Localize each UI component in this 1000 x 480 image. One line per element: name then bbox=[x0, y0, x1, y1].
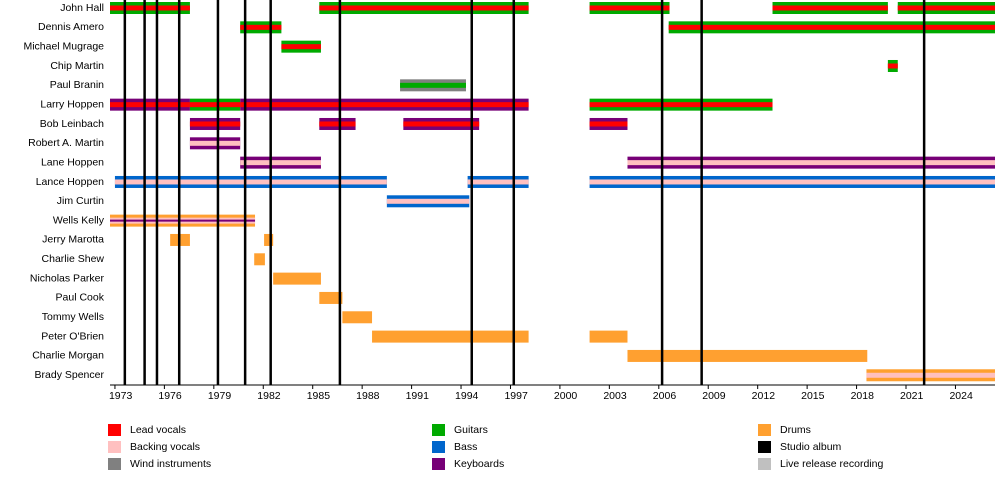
row-label: Paul Branin bbox=[50, 79, 104, 91]
legend-swatch bbox=[432, 424, 445, 436]
membership-bar bbox=[240, 160, 321, 166]
legend-label: Drums bbox=[780, 424, 811, 436]
row-label: Paul Cook bbox=[56, 292, 105, 304]
membership-bar bbox=[372, 330, 529, 343]
x-tick-label: 1997 bbox=[504, 390, 528, 402]
membership-bar bbox=[110, 5, 190, 11]
x-tick-label: 2018 bbox=[851, 390, 875, 402]
row-label: Charlie Shew bbox=[42, 253, 105, 265]
legend-label: Bass bbox=[454, 441, 477, 453]
membership-bar bbox=[627, 160, 995, 166]
x-tick-label: 1994 bbox=[455, 390, 479, 402]
legend-label: Studio album bbox=[780, 441, 842, 453]
x-tick-label: 1976 bbox=[158, 390, 182, 402]
x-tick-label: 2006 bbox=[653, 390, 677, 402]
row-label: Lane Hoppen bbox=[41, 156, 104, 168]
membership-bar bbox=[264, 233, 274, 246]
membership-bar bbox=[110, 219, 256, 222]
x-tick-label: 2024 bbox=[949, 390, 973, 402]
membership-bar bbox=[254, 253, 265, 266]
row-label: Nicholas Parker bbox=[30, 272, 105, 284]
membership-bar bbox=[887, 63, 898, 69]
x-tick-label: 2021 bbox=[900, 390, 924, 402]
legend-swatch bbox=[108, 458, 121, 470]
membership-bar bbox=[240, 102, 529, 108]
legend-swatch bbox=[758, 458, 771, 470]
membership-bar bbox=[589, 330, 628, 343]
legend-label: Live release recording bbox=[780, 458, 883, 470]
row-label: Peter O'Brien bbox=[41, 330, 104, 342]
membership-bar bbox=[319, 5, 529, 11]
row-label: Brady Spencer bbox=[35, 369, 105, 381]
row-label: Tommy Wells bbox=[42, 311, 104, 323]
x-tick-label: 1982 bbox=[257, 390, 281, 402]
membership-bar bbox=[467, 179, 529, 185]
legend-swatch bbox=[758, 424, 771, 436]
membership-bar bbox=[319, 121, 356, 127]
membership-bar bbox=[110, 102, 190, 108]
row-label: Lance Hoppen bbox=[36, 176, 104, 188]
x-tick-label: 2003 bbox=[603, 390, 627, 402]
membership-bar bbox=[772, 5, 888, 11]
legend-label: Backing vocals bbox=[130, 441, 200, 453]
membership-bar bbox=[319, 291, 343, 304]
row-label: Larry Hoppen bbox=[40, 98, 104, 110]
membership-bar bbox=[866, 372, 995, 378]
row-label: Jim Curtin bbox=[57, 195, 104, 207]
legend-swatch bbox=[432, 458, 445, 470]
membership-bar bbox=[627, 349, 868, 362]
x-tick-label: 1991 bbox=[406, 390, 430, 402]
x-tick-label: 2000 bbox=[554, 390, 578, 402]
x-tick-label: 1988 bbox=[356, 390, 380, 402]
membership-bar bbox=[342, 311, 373, 324]
membership-bar bbox=[189, 102, 241, 108]
row-label: Wells Kelly bbox=[53, 214, 105, 226]
membership-bar bbox=[589, 121, 628, 127]
x-tick-label: 2015 bbox=[801, 390, 825, 402]
x-tick-label: 1973 bbox=[109, 390, 133, 402]
row-label: Dennis Amero bbox=[38, 21, 104, 33]
row-label: Michael Mugrage bbox=[23, 40, 104, 52]
legend-swatch bbox=[432, 441, 445, 453]
legend-label: Wind instruments bbox=[130, 458, 211, 470]
legend-label: Keyboards bbox=[454, 458, 504, 470]
membership-bar bbox=[403, 121, 480, 127]
membership-bar bbox=[589, 102, 773, 108]
x-tick-label: 2009 bbox=[702, 390, 726, 402]
legend-swatch bbox=[108, 424, 121, 436]
row-label: Chip Martin bbox=[50, 60, 104, 72]
membership-bar bbox=[386, 198, 470, 204]
membership-bar bbox=[189, 140, 241, 146]
membership-bar bbox=[114, 179, 387, 185]
membership-bar bbox=[400, 82, 466, 88]
membership-bar bbox=[589, 5, 670, 11]
membership-bar bbox=[240, 24, 282, 30]
x-tick-label: 1979 bbox=[208, 390, 232, 402]
row-label: Charlie Morgan bbox=[32, 350, 104, 362]
membership-bar bbox=[273, 272, 321, 285]
membership-bar bbox=[189, 121, 241, 127]
membership-bar bbox=[281, 44, 321, 50]
row-label: Jerry Marotta bbox=[42, 234, 104, 246]
legend-swatch bbox=[108, 441, 121, 453]
row-label: John Hall bbox=[60, 2, 104, 14]
legend-swatch bbox=[758, 441, 771, 453]
membership-bar bbox=[589, 179, 995, 185]
membership-bar bbox=[897, 5, 995, 11]
x-tick-label: 2012 bbox=[752, 390, 776, 402]
legend-label: Guitars bbox=[454, 424, 488, 436]
row-label: Robert A. Martin bbox=[28, 137, 104, 149]
x-tick-label: 1985 bbox=[307, 390, 331, 402]
legend-label: Lead vocals bbox=[130, 424, 186, 436]
row-label: Bob Leinbach bbox=[40, 118, 104, 130]
membership-bar bbox=[668, 24, 995, 30]
